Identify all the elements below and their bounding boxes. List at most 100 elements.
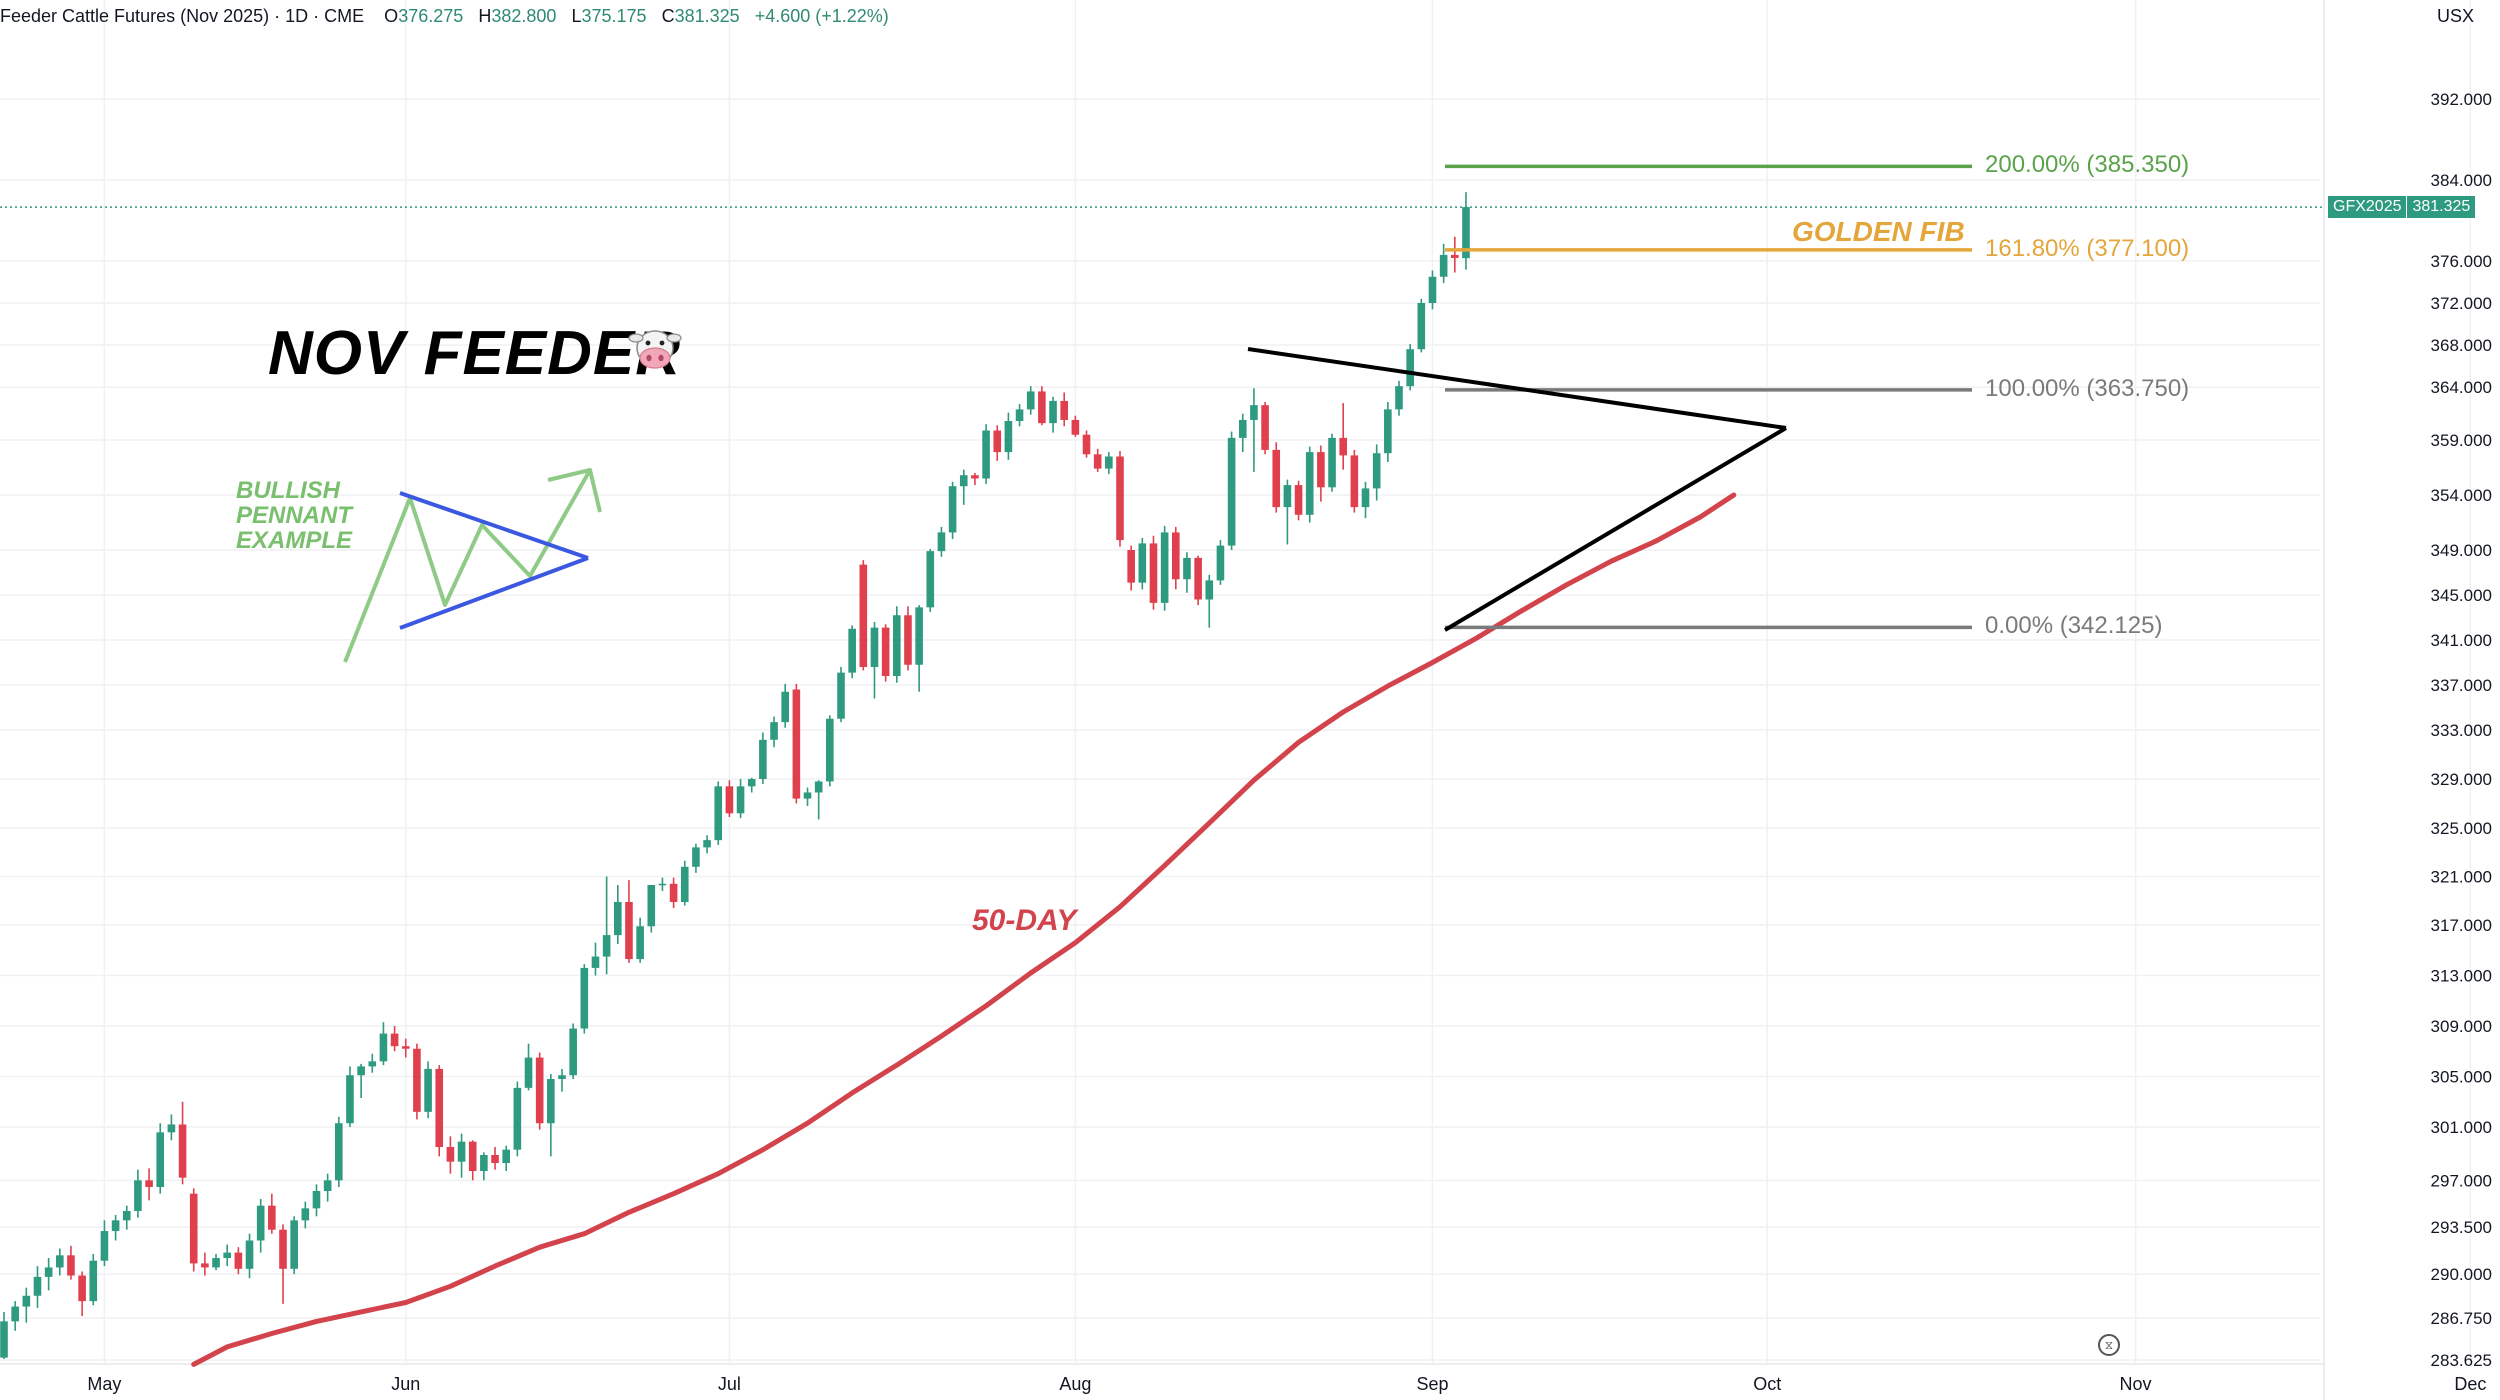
bullish-line-2: PENNANT xyxy=(236,502,353,529)
candle-body xyxy=(524,1057,533,1088)
candle xyxy=(1082,430,1091,458)
candle xyxy=(1093,448,1102,472)
high-value: 382.800 xyxy=(491,6,557,26)
candle xyxy=(826,715,834,787)
fib-retracement[interactable] xyxy=(1445,164,1972,630)
candle xyxy=(1205,574,1214,628)
candle xyxy=(1138,537,1147,590)
candle xyxy=(323,1173,332,1202)
candle xyxy=(1350,449,1359,513)
time-axis[interactable]: May Jun Jul Aug Sep Oct Nov Dec xyxy=(87,1374,2486,1394)
pennant-upper-trendline[interactable] xyxy=(1247,347,1787,430)
candle xyxy=(1283,479,1292,545)
candle-body xyxy=(1127,550,1135,583)
candle-body xyxy=(1060,400,1068,420)
candle-body xyxy=(792,689,801,799)
price-tick-label: 313.000 xyxy=(2431,967,2492,986)
candle-body xyxy=(1250,405,1258,420)
close-value: 381.325 xyxy=(674,6,740,26)
candle xyxy=(792,683,801,804)
candle xyxy=(636,917,644,963)
candle xyxy=(357,1063,365,1098)
high-label: H xyxy=(478,6,492,26)
currency-unit-label[interactable]: USX xyxy=(2436,6,2474,26)
month-label: Aug xyxy=(1059,1374,1091,1394)
symbol-title[interactable]: Feeder Cattle Futures (Nov 2025) · 1D · … xyxy=(0,6,365,26)
candle-body xyxy=(859,564,868,667)
pennant-lower-trendline[interactable] xyxy=(1443,426,1788,632)
candle-body xyxy=(1138,543,1147,583)
candle-body xyxy=(915,607,923,665)
candle-body xyxy=(759,739,767,779)
price-tick-label: 368.000 xyxy=(2431,336,2492,355)
candle xyxy=(814,780,823,820)
candle-body xyxy=(268,1205,276,1230)
candle xyxy=(658,877,667,892)
candle xyxy=(1462,192,1470,270)
candle-body xyxy=(1071,419,1080,435)
price-tick-label: 325.000 xyxy=(2431,819,2492,838)
candle-body xyxy=(357,1066,365,1076)
candle-body xyxy=(379,1033,388,1062)
candle xyxy=(524,1043,533,1091)
month-label: May xyxy=(87,1374,121,1394)
candle xyxy=(56,1248,64,1276)
candle-body xyxy=(580,967,589,1029)
candle-body xyxy=(826,718,834,782)
candle xyxy=(569,1023,577,1080)
candle xyxy=(558,1068,566,1092)
candle-body xyxy=(1361,488,1370,508)
candle xyxy=(580,964,589,1034)
candle xyxy=(1372,444,1381,501)
drawings-layer[interactable] xyxy=(343,347,1788,663)
symbol-legend[interactable]: Feeder Cattle Futures (Nov 2025) · 1D · … xyxy=(0,6,889,27)
candle-body xyxy=(658,883,667,886)
candle-body xyxy=(692,847,700,867)
price-tick-label: 354.000 xyxy=(2431,486,2492,505)
candle-body xyxy=(770,722,778,740)
candle-body xyxy=(1283,485,1292,508)
timer-icon[interactable]: ⧖ xyxy=(2098,1334,2120,1356)
candle-body xyxy=(22,1295,31,1307)
candle xyxy=(256,1199,265,1253)
candle xyxy=(982,424,990,484)
candle xyxy=(1172,526,1180,590)
price-tick-label: 359.000 xyxy=(2431,431,2492,450)
candle-body xyxy=(1105,456,1113,469)
candle-body xyxy=(401,1046,410,1049)
candle xyxy=(491,1147,499,1170)
month-label: Dec xyxy=(2454,1374,2486,1394)
candle-body xyxy=(1372,453,1381,489)
candle-body xyxy=(1261,405,1269,450)
candle xyxy=(513,1081,522,1157)
candle-body xyxy=(937,532,946,552)
candle-body xyxy=(446,1147,455,1162)
candle-body xyxy=(1339,437,1347,456)
bullish-line-1: BULLISH xyxy=(236,477,340,504)
candle-body xyxy=(870,627,879,667)
pennant-example-lower-line xyxy=(399,556,589,630)
candle-body xyxy=(1093,454,1102,469)
candle-body xyxy=(167,1124,176,1133)
candle-body xyxy=(89,1260,98,1302)
candle-body xyxy=(468,1141,477,1171)
change-value: +4.600 (+1.22%) xyxy=(754,6,889,26)
candle xyxy=(926,548,935,612)
candle xyxy=(1261,402,1269,455)
candle xyxy=(122,1205,131,1230)
candle-body xyxy=(1004,421,1013,453)
candle-body xyxy=(178,1124,187,1178)
candle xyxy=(413,1043,421,1120)
candle-body xyxy=(56,1255,64,1268)
candle xyxy=(1183,552,1191,593)
candle-body xyxy=(480,1155,488,1171)
candle xyxy=(1406,343,1414,391)
last-price-label: 381.325 xyxy=(2406,196,2475,219)
candle xyxy=(301,1201,310,1229)
ma50-line[interactable] xyxy=(191,492,1737,1367)
price-axis[interactable]: 392.000 384.000 376.000 372.000 368.000 364.0… xyxy=(2323,0,2492,1400)
candle xyxy=(480,1152,488,1181)
candle xyxy=(725,780,734,817)
candle xyxy=(1071,415,1080,437)
